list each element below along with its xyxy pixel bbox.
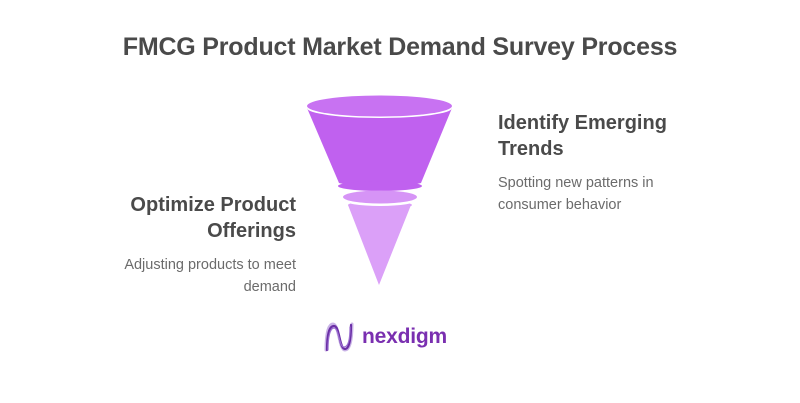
funnel-stage-top: [307, 95, 452, 191]
stage-bottom-description-line-1: Adjusting products to meet: [124, 257, 296, 273]
stage-top-text: Identify Emerging Trends Spotting new pa…: [498, 110, 718, 216]
funnel-stage-bottom: [343, 190, 417, 285]
stage-bottom-description: Adjusting products to meet demand: [76, 254, 296, 298]
stage-top-heading-line-2: Trends: [498, 138, 564, 160]
stage-bottom-description-line-2: demand: [243, 279, 296, 295]
stage-bottom-heading-line-1: Optimize Product: [130, 194, 296, 216]
stage-top-description-line-2: consumer behavior: [498, 197, 622, 213]
stage-top-description: Spotting new patterns in consumer behavi…: [498, 172, 718, 216]
stage-top-heading: Identify Emerging Trends: [498, 110, 718, 162]
brand-logo: nexdigm: [322, 318, 447, 356]
nexdigm-wave-icon: [324, 322, 354, 352]
stage-bottom-heading-line-2: Offerings: [207, 220, 296, 242]
brand-name: nexdigm: [362, 325, 447, 348]
stage-bottom-text: Optimize Product Offerings Adjusting pro…: [76, 192, 296, 298]
stage-top-heading-line-1: Identify Emerging: [498, 112, 667, 134]
page-title: FMCG Product Market Demand Survey Proces…: [122, 33, 678, 61]
stage-bottom-heading: Optimize Product Offerings: [76, 192, 296, 244]
stage-top-description-line-1: Spotting new patterns in: [498, 175, 654, 191]
